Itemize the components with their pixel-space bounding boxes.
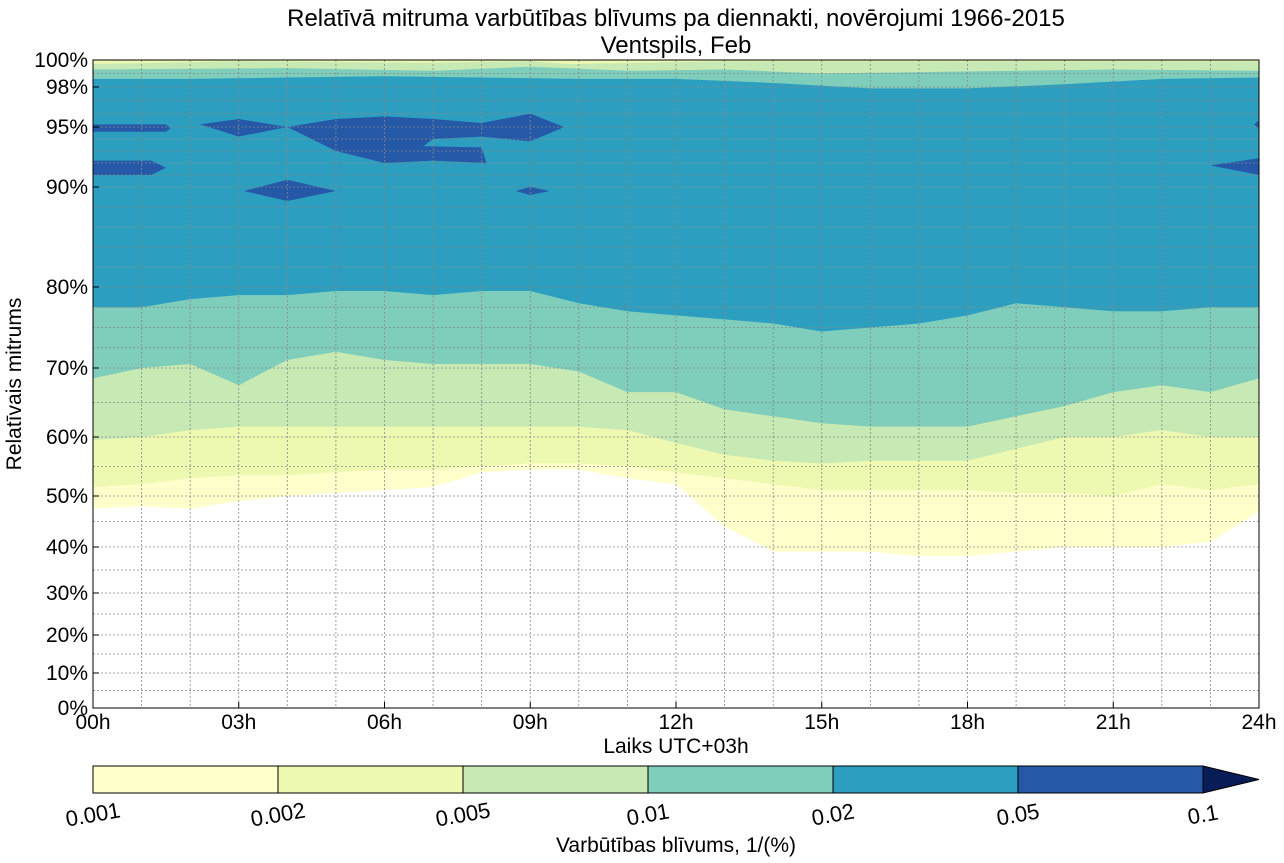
top-band-0-005 (93, 60, 1259, 74)
x-tick-label: 06h (367, 711, 402, 734)
high-density-region-4 (243, 179, 336, 201)
colorbar-segment (277, 765, 464, 794)
colorbar-tick-label: 0.1 (1186, 800, 1220, 830)
colorbar-segment (1017, 765, 1204, 794)
y-axis-label: Relatīvais mitrums (3, 298, 26, 471)
y-tick-label: 90% (46, 176, 88, 199)
y-tick-label: 80% (46, 276, 88, 299)
x-tick-label: 15h (804, 711, 839, 734)
chart-subtitle: Ventspils, Feb (601, 32, 752, 59)
y-tick-label: 98% (46, 76, 88, 99)
grid-lines (93, 60, 1259, 708)
colorbar-tick-label: 0.001 (64, 797, 123, 831)
colorbar-tick-label: 0.005 (434, 797, 493, 831)
y-tick-label: 60% (46, 426, 88, 449)
y-tick-label: 0% (58, 697, 88, 720)
x-tick-label: 00h (75, 711, 110, 734)
y-tick-label: 30% (46, 582, 88, 605)
x-tick-label: 18h (950, 711, 985, 734)
y-tick-label: 95% (46, 116, 88, 139)
colorbar-extend-arrow (1202, 765, 1260, 794)
colorbar-label: Varbūtības blīvums, 1/(%) (556, 834, 796, 857)
colorbar: 0.001 0.002 0.005 0.01 0.02 0.05 0.1 (64, 765, 1260, 832)
x-tick-label: 09h (513, 711, 548, 734)
colorbar-tick-label: 0.02 (810, 798, 857, 830)
colorbar-segment (832, 765, 1019, 794)
high-density-region-1 (93, 124, 171, 132)
x-tick-label: 03h (221, 711, 256, 734)
high-density-region-6 (1210, 158, 1259, 175)
x-tick-label: 12h (658, 711, 693, 734)
y-tick-label: 100% (34, 49, 88, 72)
high-density-region-2 (93, 160, 166, 175)
y-tick-label: 20% (46, 624, 88, 647)
colorbar-tick-label: 0.01 (625, 798, 672, 830)
x-axis-label: Laiks UTC+03h (603, 735, 748, 758)
y-tick-label: 50% (46, 485, 88, 508)
chart-title: Relatīvā mitruma varbūtības blīvums pa d… (287, 5, 1065, 32)
colorbar-segment (92, 765, 279, 794)
high-density-region-5 (515, 187, 550, 195)
colorbar-tick-label: 0.002 (249, 797, 308, 831)
y-axis-ticks: 0% 10% 20% 30% 40% 50% 60% 70% 80% 90% 95% 98% 100% (34, 49, 99, 720)
y-tick-label: 40% (46, 536, 88, 559)
y-tick-label: 70% (46, 357, 88, 380)
x-tick-label: 21h (1096, 711, 1131, 734)
colorbar-segment (462, 765, 649, 794)
colorbar-segment (647, 765, 834, 794)
y-tick-label: 10% (46, 662, 88, 685)
colorbar-tick-label: 0.05 (995, 798, 1042, 830)
x-axis-ticks: 00h 03h 06h 09h 12h 15h 18h 21h 24h (75, 702, 1277, 734)
x-tick-label: 24h (1241, 711, 1276, 734)
